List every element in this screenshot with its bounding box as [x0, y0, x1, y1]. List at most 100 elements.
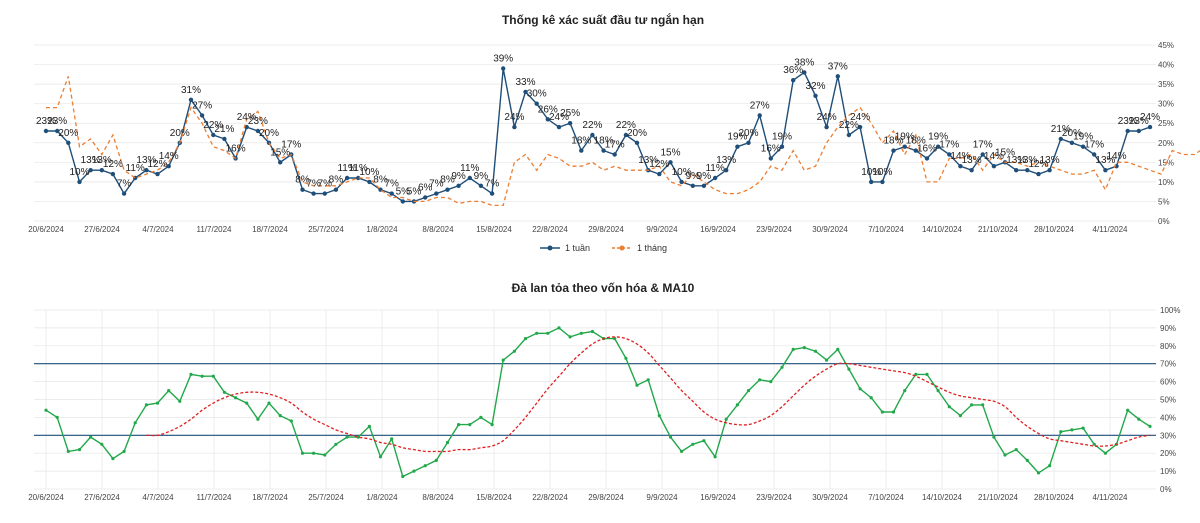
y-tick-label: 40%: [1160, 413, 1176, 422]
data-point-1-tu-n: [1069, 140, 1075, 145]
data-point-series-1: [702, 439, 706, 443]
data-point-series-1: [925, 372, 929, 376]
data-point-series-1: [836, 347, 840, 351]
data-point-1-tu-n: [746, 140, 751, 145]
data-label: 15%: [270, 147, 290, 158]
data-point-series-1: [680, 449, 684, 453]
data-point-series-1: [144, 403, 148, 407]
data-label: 19%: [727, 132, 747, 143]
x-tick-label: 21/10/2024: [978, 225, 1019, 234]
data-point-series-1: [780, 365, 784, 369]
data-point-1-tu-n: [110, 171, 116, 177]
data-point-1-tu-n: [556, 124, 562, 130]
data-point-series-1: [1081, 426, 1085, 430]
x-tick-label: 4/11/2024: [1093, 225, 1129, 234]
x-axis-ticks: 20/6/2024 27/6/2024 4/7/2024 11/7/2024 18/7/…: [28, 225, 1128, 234]
y-axis-ticks: 0%5%10%15%20%25%30%35%40%45%: [1158, 41, 1174, 226]
data-label: 17%: [1084, 140, 1104, 151]
y-tick-label: 90%: [1160, 324, 1176, 333]
x-tick-label: 20/6/2024: [28, 493, 64, 502]
legend: 1 tuần 1 tháng: [540, 243, 667, 253]
x-tick-label: 29/8/2024: [588, 225, 624, 234]
data-point-series-1: [512, 349, 517, 353]
data-point-series-1: [66, 449, 70, 453]
data-point-1-tu-n: [489, 191, 495, 196]
data-point-1-tu-n: [668, 160, 673, 165]
data-point-1-tu-n: [590, 132, 595, 138]
y-tick-label: 40%: [1158, 61, 1174, 70]
data-label: 20%: [58, 128, 78, 139]
data-point-series-1: [312, 451, 316, 455]
data-point-1-tu-n: [869, 179, 874, 185]
data-point-1-tu-n: [144, 168, 149, 173]
data-point-1-tu-n: [166, 164, 171, 169]
data-label: 18%: [883, 136, 903, 147]
data-point-1-tu-n: [523, 89, 528, 95]
data-point-1-tu-n: [1103, 168, 1108, 173]
data-point-1-tu-n: [679, 179, 684, 185]
data-point-1-tu-n: [1025, 168, 1030, 173]
data-label: 7%: [384, 179, 399, 190]
data-label: 20%: [259, 128, 279, 139]
data-point-series-1: [111, 457, 115, 461]
data-point-1-tu-n: [779, 144, 785, 149]
data-point-1-tu-n: [501, 66, 506, 71]
data-point-1-tu-n: [322, 191, 327, 196]
data-label: 8%: [440, 175, 455, 186]
data-point-1-tu-n: [712, 175, 718, 181]
data-label: 33%: [515, 77, 535, 88]
data-point-series-1: [1014, 448, 1018, 452]
data-point-1-tu-n: [244, 124, 249, 130]
data-label: 27%: [192, 100, 212, 111]
data-point-1-tu-n: [813, 93, 818, 99]
data-point-series-1: [211, 374, 215, 378]
x-tick-label: 23/9/2024: [756, 493, 792, 502]
data-point-1-tu-n: [980, 152, 985, 157]
data-point-series-1: [992, 435, 996, 439]
x-tick-label: 23/9/2024: [756, 225, 792, 234]
data-point-1-tu-n: [924, 156, 930, 161]
data-point-1-tu-n: [211, 132, 216, 138]
data-label: 18%: [571, 136, 591, 147]
data-point-series-1: [501, 358, 505, 362]
data-point-series-1: [200, 374, 204, 378]
data-point-series-1: [256, 417, 260, 421]
data-label: 16%: [917, 143, 937, 154]
data-label: 32%: [805, 81, 825, 92]
data-label: 10%: [861, 167, 881, 178]
data-point-1-tu-n: [88, 168, 93, 173]
data-label: 20%: [627, 128, 647, 139]
data-label: 7%: [306, 179, 321, 190]
data-label: 12%: [1028, 159, 1048, 170]
data-label: 12%: [649, 159, 669, 170]
data-label: 24%: [817, 112, 837, 123]
gridlines: [34, 309, 1156, 490]
data-point-1-tu-n: [1147, 124, 1153, 130]
data-point-1-tu-n: [991, 164, 997, 169]
data-label: 23%: [1118, 116, 1138, 127]
data-point-series-1: [490, 423, 494, 427]
data-label: 13%: [92, 155, 112, 166]
data-label: 9%: [697, 171, 712, 182]
data-label: 9%: [686, 171, 701, 182]
data-label: 11%: [705, 163, 724, 174]
data-point-1-tu-n: [1058, 136, 1064, 142]
data-point-series-1: [847, 367, 851, 371]
data-point-1-tu-n: [1036, 171, 1041, 177]
data-point-1-tu-n: [222, 136, 227, 142]
data-point-series-1: [657, 414, 661, 418]
x-tick-label: 9/9/2024: [646, 225, 678, 234]
data-point-series-1: [880, 410, 885, 414]
data-label: 20%: [1062, 128, 1082, 139]
x-tick-label: 30/9/2024: [812, 493, 848, 502]
data-label: 16%: [761, 143, 781, 154]
data-point-series-1: [222, 390, 226, 394]
data-point-series-1: [813, 349, 818, 353]
data-point-1-tu-n: [255, 128, 261, 134]
data-label: 23%: [47, 116, 67, 127]
data-point-1-tu-n: [891, 148, 896, 153]
data-point-series-1: [468, 423, 472, 427]
data-label: 23%: [36, 116, 56, 127]
series-line-1-th-ng: [46, 76, 1200, 207]
